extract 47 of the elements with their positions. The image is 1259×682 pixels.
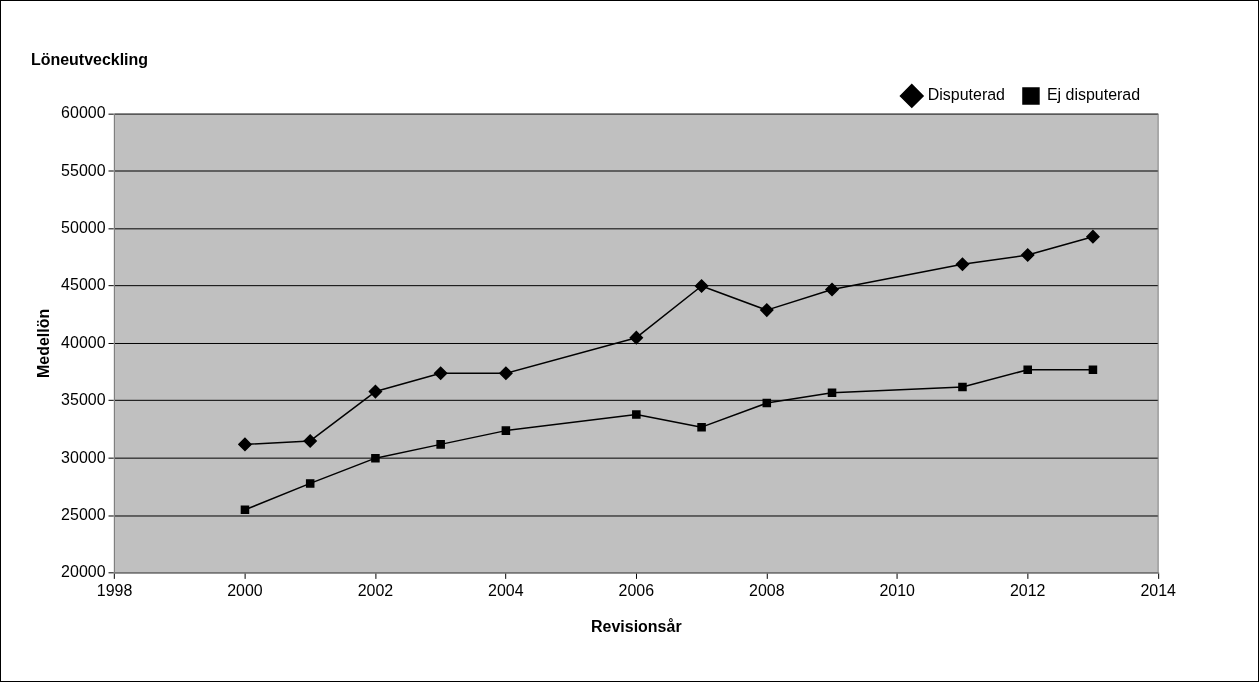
y-tick-label: 40000 [61, 333, 106, 351]
point [760, 303, 774, 317]
x-tick-label: 2010 [879, 581, 916, 599]
legend-label: Ej disputerad [1046, 86, 1141, 104]
point [694, 279, 709, 293]
point [1020, 248, 1035, 262]
point [436, 440, 445, 449]
point [1086, 229, 1100, 244]
x-tick-label: 2002 [357, 581, 394, 599]
point [958, 382, 967, 392]
y-tick-label: 35000 [61, 391, 106, 409]
y-tick-label: 30000 [61, 448, 106, 466]
y-tick-label: 45000 [61, 276, 106, 294]
point [827, 388, 837, 398]
x-axis-title: Revisionsår [591, 617, 682, 635]
y-tick-label: 25000 [61, 505, 106, 523]
point [501, 426, 511, 435]
point [433, 366, 448, 380]
x-tick-label: 2000 [227, 581, 263, 599]
point [1023, 365, 1032, 375]
point [1088, 365, 1098, 375]
chart-title: Löneutveckling [30, 50, 149, 68]
point [240, 505, 250, 515]
x-tick-label: 2004 [488, 581, 524, 599]
point [697, 422, 706, 432]
x-tick-label: 2006 [618, 581, 655, 599]
point [629, 330, 644, 345]
point [305, 479, 315, 488]
point [303, 434, 317, 448]
x-tick-label: 2014 [1140, 581, 1177, 599]
y-tick-label: 55000 [61, 161, 106, 179]
x-tick-label: 1998 [96, 581, 133, 599]
y-tick-label: 20000 [61, 563, 106, 581]
y-tick-label: 50000 [61, 219, 106, 237]
point [499, 366, 513, 380]
legend-label: Disputerad [927, 86, 1005, 104]
y-axis-title: Medellön [34, 308, 52, 378]
y-tick-label: 60000 [61, 104, 106, 122]
x-tick-label: 2012 [1009, 581, 1046, 599]
point [762, 398, 772, 408]
point [238, 437, 252, 452]
point [955, 257, 970, 271]
x-tick-label: 2008 [749, 581, 785, 599]
point [632, 410, 641, 419]
point [371, 453, 380, 463]
point [368, 384, 383, 399]
point [825, 282, 839, 297]
